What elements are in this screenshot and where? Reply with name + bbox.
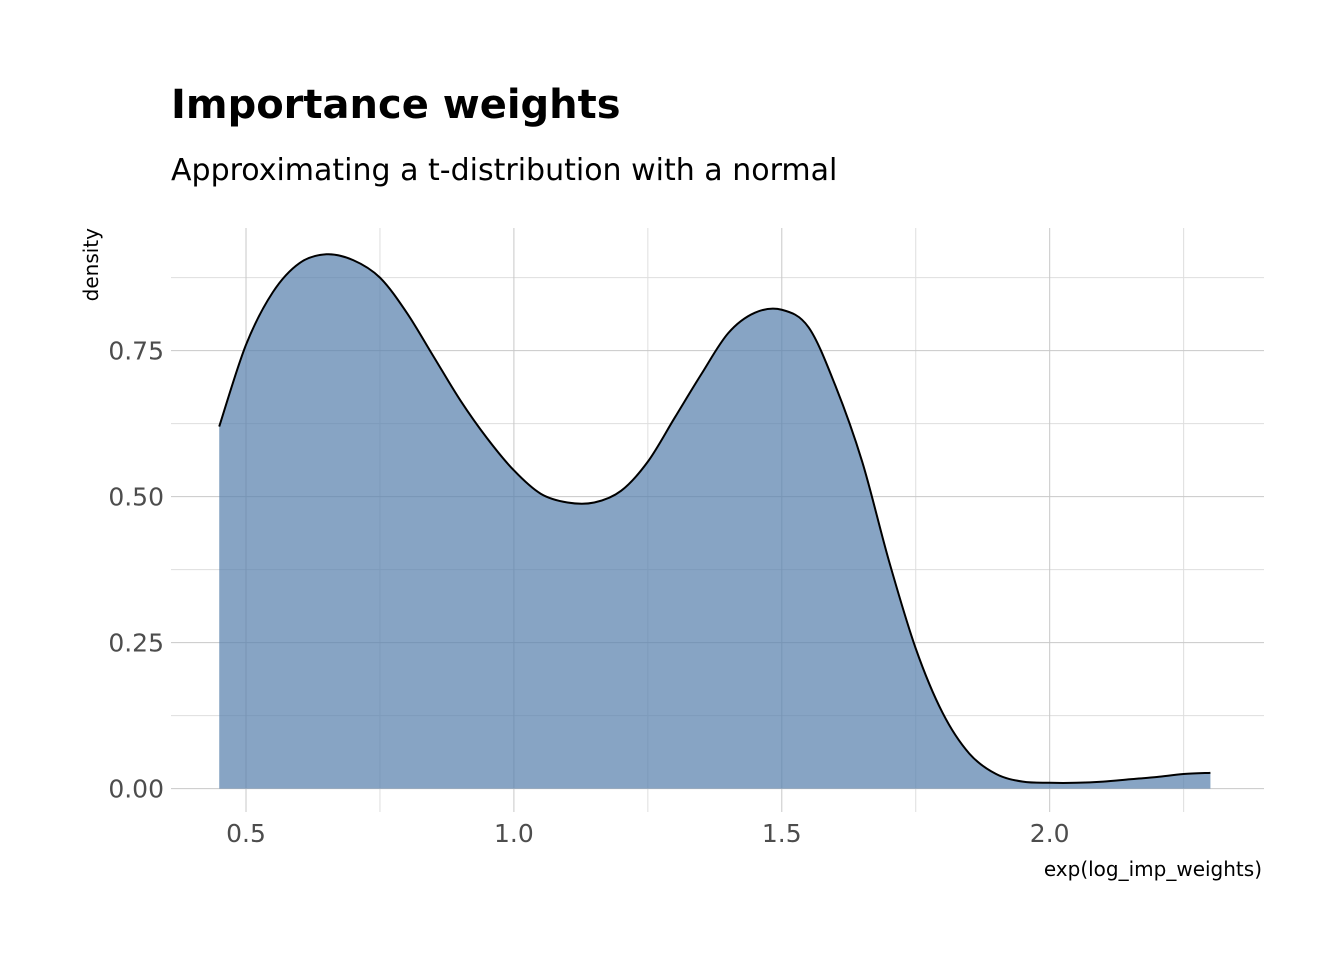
y-tick-label: 0.25: [108, 629, 164, 658]
x-tick-label: 2.0: [1030, 819, 1070, 848]
x-tick-label: 0.5: [226, 819, 266, 848]
x-axis-ticks: 0.5 1.0 1.5 2.0: [226, 819, 1069, 848]
density-area: [219, 254, 1211, 789]
y-tick-label: 0.00: [108, 775, 164, 804]
x-axis-title: exp(log_imp_weights): [1044, 857, 1262, 881]
x-tick-label: 1.5: [762, 819, 802, 848]
density-curve: [218, 253, 1211, 784]
y-tick-label: 0.75: [108, 337, 164, 366]
x-tick-label: 1.0: [494, 819, 534, 848]
chart-subtitle: Approximating a t-distribution with a no…: [171, 153, 837, 188]
y-tick-label: 0.50: [108, 483, 164, 512]
y-axis-title: density: [79, 228, 103, 301]
chart-title: Importance weights: [171, 82, 621, 128]
y-axis-ticks: 0.00 0.25 0.50 0.75: [108, 337, 164, 804]
